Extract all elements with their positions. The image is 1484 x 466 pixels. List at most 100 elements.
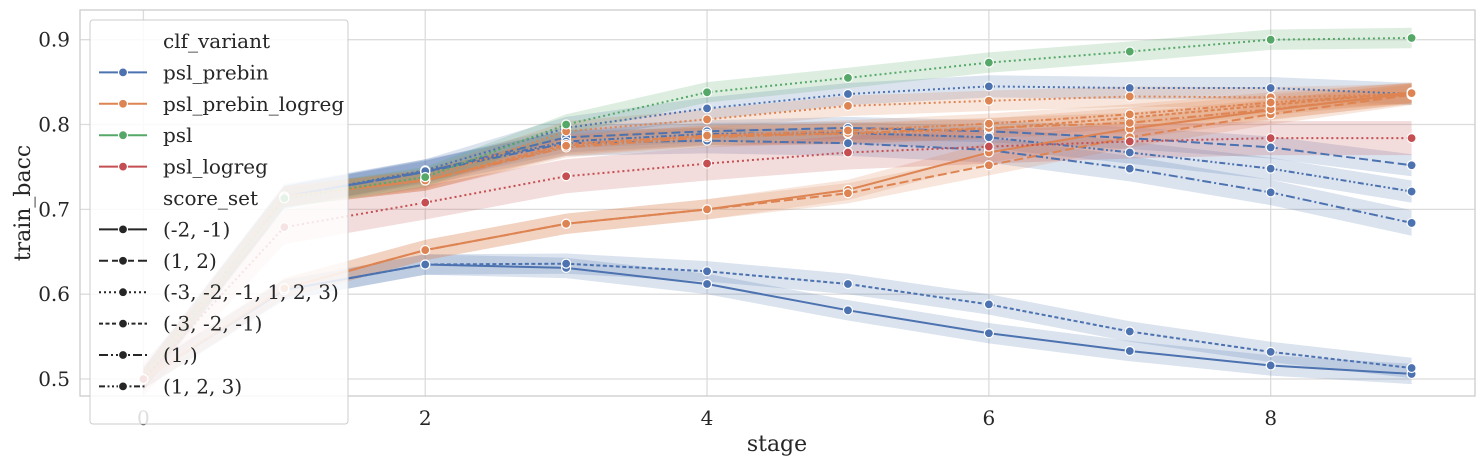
data-point (842, 147, 854, 158)
series-line (142, 137, 1412, 380)
legend-label: (-2, -1) (163, 217, 230, 241)
legend-label: psl_logreg (163, 155, 268, 179)
data-point (420, 244, 431, 256)
data-point (1124, 109, 1135, 120)
confidence-band (143, 75, 1412, 391)
data-point (1124, 326, 1135, 337)
series-line (142, 93, 1412, 380)
data-point (983, 118, 994, 129)
legend: clf_variant psl_prebin psl_prebin_logregps… (89, 19, 349, 425)
data-point (1124, 345, 1135, 357)
data-point (842, 188, 854, 199)
tick-labels: 024680.50.60.70.80.9 (38, 28, 1277, 430)
y-tick-label: 0.9 (38, 28, 70, 52)
legend-marker (117, 67, 129, 78)
data-point (983, 57, 994, 68)
series-line (142, 131, 1412, 380)
data-point (983, 132, 994, 143)
data-point (1406, 362, 1417, 374)
data-point (842, 138, 854, 149)
data-point (1124, 82, 1135, 94)
y-tick-label: 0.6 (38, 282, 70, 306)
data-point (701, 266, 713, 277)
data-point (1265, 360, 1276, 371)
x-tick-label: 8 (1264, 406, 1277, 430)
x-tick-label: 2 (419, 406, 432, 430)
data-point (561, 119, 572, 130)
x-tick-label: 6 (982, 406, 995, 430)
legend-marker (117, 381, 129, 392)
confidence-band (143, 83, 1412, 390)
data-point (561, 258, 572, 269)
y-axis-label: train_bacc (11, 145, 36, 262)
confidence-band (143, 253, 1412, 390)
data-point (701, 130, 713, 141)
data-point (1124, 91, 1135, 102)
legend-marker (117, 255, 129, 266)
data-point (701, 204, 713, 215)
data-point (1124, 136, 1135, 147)
legend-label: (1,) (163, 343, 198, 367)
data-point (1124, 46, 1135, 57)
data-point (701, 114, 713, 125)
data-point (1406, 133, 1417, 144)
data-point (701, 103, 713, 114)
legend-marker (117, 318, 129, 329)
series-line (142, 37, 1412, 380)
data-point (1406, 88, 1417, 99)
data-point (1124, 147, 1135, 158)
legend-marker (117, 161, 129, 172)
data-point (701, 87, 713, 98)
data-point (701, 158, 713, 169)
data-point (1265, 97, 1276, 108)
data-point (1265, 163, 1276, 174)
data-point (1406, 186, 1417, 197)
confidence-band (143, 83, 1412, 390)
legend-box (89, 19, 349, 425)
legend-marker (117, 349, 129, 361)
data-point (842, 88, 854, 100)
confidence-band (143, 121, 1412, 396)
data-point (561, 218, 572, 229)
confidence-band (143, 254, 1412, 390)
x-tick-label: 4 (701, 406, 714, 430)
data-point (1265, 133, 1276, 144)
data-point (983, 160, 994, 171)
legend-label: psl_prebin (163, 60, 269, 84)
data-point (983, 299, 994, 310)
plot-frame (79, 9, 1476, 397)
legend-marker (117, 287, 129, 298)
legend-label: (1, 2) (163, 249, 217, 273)
y-tick-label: 0.8 (38, 113, 70, 137)
data-point (1406, 160, 1417, 171)
series-line (142, 263, 1412, 380)
x-axis-label: stage (747, 432, 807, 457)
data-point (1265, 34, 1276, 45)
data-point (1265, 187, 1276, 198)
data-point (420, 259, 431, 270)
data-point (842, 125, 854, 136)
data-point (701, 278, 713, 290)
data-point (1406, 32, 1417, 44)
series-lines (142, 37, 1412, 380)
data-point (1265, 346, 1276, 357)
data-point (1265, 142, 1276, 153)
legend-label: (-3, -2, -1, 1, 2, 3) (163, 280, 339, 304)
data-point (1406, 217, 1417, 229)
data-point (1124, 163, 1135, 174)
data-point (842, 305, 854, 316)
legend-label: (1, 2, 3) (163, 374, 242, 398)
data-point (561, 171, 572, 182)
data-point (983, 141, 994, 152)
data-point (420, 172, 431, 183)
confidence-band (143, 116, 1412, 391)
legend-title: score_set (163, 186, 258, 210)
data-point (842, 278, 854, 290)
data-point (420, 197, 431, 208)
confidence-band (143, 84, 1412, 390)
legend-title: clf_variant (163, 29, 270, 53)
data-point (1124, 117, 1135, 128)
data-point (842, 100, 854, 111)
data-point (983, 81, 994, 92)
